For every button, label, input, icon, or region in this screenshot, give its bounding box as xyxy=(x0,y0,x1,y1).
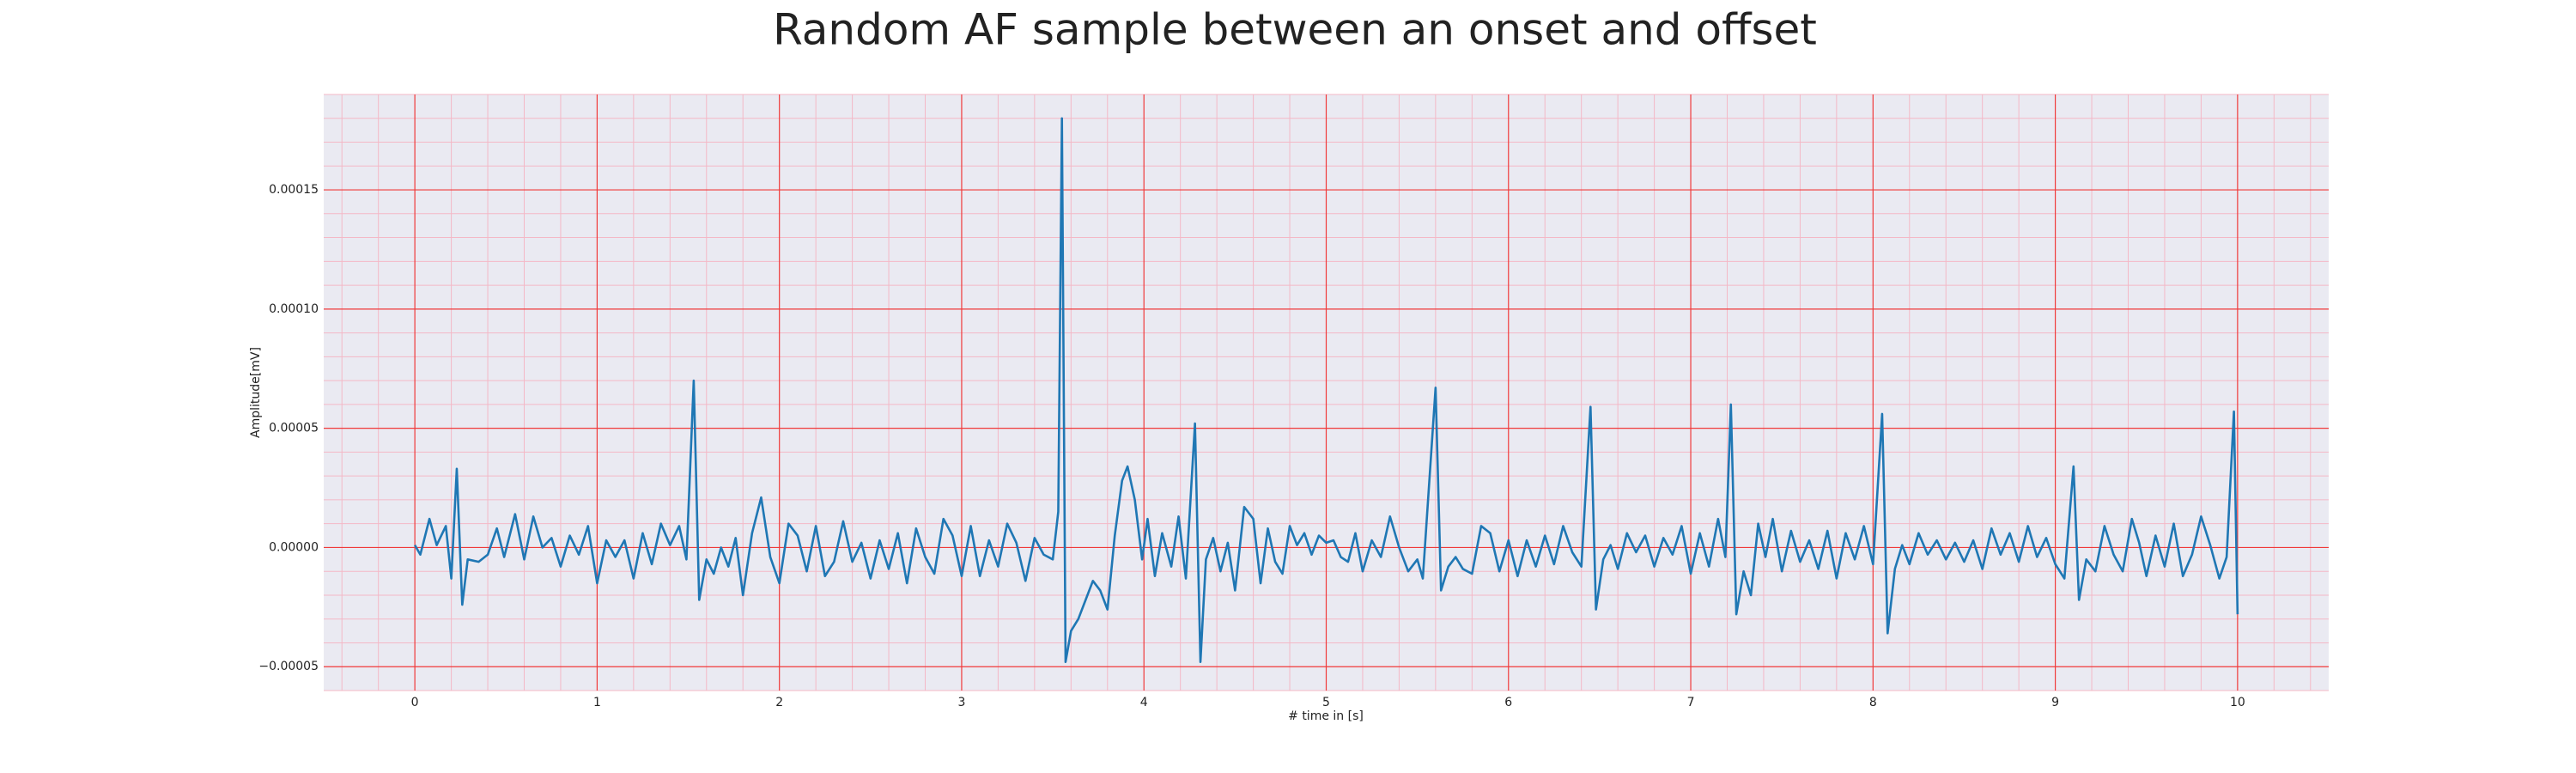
y-tick-label: 0.00015 xyxy=(269,183,319,197)
x-tick-label: 0 xyxy=(411,696,419,709)
x-tick-label: 8 xyxy=(1869,696,1877,709)
x-tick-label: 1 xyxy=(593,696,601,709)
x-axis-label: # time in [s] xyxy=(1288,709,1364,723)
x-tick-label: 10 xyxy=(2230,696,2245,709)
x-tick-label: 6 xyxy=(1504,696,1512,709)
y-tick-label: −0.00005 xyxy=(258,660,319,673)
x-tick-label: 4 xyxy=(1140,696,1148,709)
x-tick-label: 9 xyxy=(2051,696,2059,709)
x-tick-label: 2 xyxy=(775,696,783,709)
signal-line xyxy=(414,117,2239,663)
x-tick-label: 5 xyxy=(1322,696,1330,709)
y-tick-label: 0.00000 xyxy=(269,540,319,554)
y-tick-label: 0.00010 xyxy=(269,302,319,316)
y-axis-label: Amplitude[mV] xyxy=(249,347,263,438)
chart-title: Random AF sample between an onset and of… xyxy=(773,5,1817,55)
x-tick-label: 7 xyxy=(1687,696,1695,709)
x-tick-label: 3 xyxy=(957,696,965,709)
y-tick-label: 0.00005 xyxy=(269,422,319,435)
